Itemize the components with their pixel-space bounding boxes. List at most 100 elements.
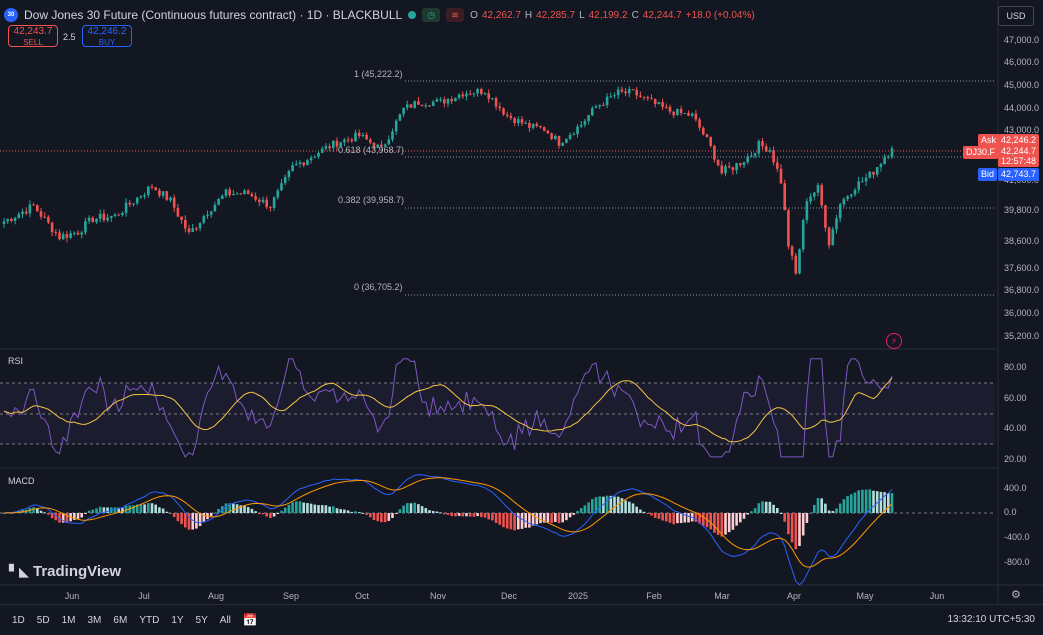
candle-body [505, 114, 509, 116]
calendar-range-icon[interactable]: 📅 [242, 613, 258, 627]
macd-histogram-bar [572, 513, 576, 515]
macd-histogram-bar [509, 513, 513, 530]
timeframe-6m[interactable]: 6M [113, 614, 128, 626]
macd-histogram-bar [191, 513, 194, 530]
timeframe-5y[interactable]: 5Y [195, 614, 208, 626]
candle-body [776, 162, 779, 169]
candle-body [128, 202, 132, 205]
timeframe-1y[interactable]: 1Y [171, 614, 184, 626]
macd-histogram-bar [761, 501, 764, 513]
ask-tag: 42,246.2 [998, 134, 1040, 147]
macd-histogram-bar [613, 496, 616, 513]
candle-body [154, 187, 157, 191]
macd-histogram-bar [609, 495, 613, 513]
candle-body [739, 163, 742, 166]
macd-histogram-bar [254, 511, 257, 513]
candle-body [69, 233, 72, 238]
macd-histogram-bar [550, 513, 553, 523]
macd-histogram-bar [202, 513, 206, 523]
timeframe-ytd[interactable]: YTD [139, 614, 160, 626]
macd-histogram-bar [850, 494, 853, 513]
macd-histogram-bar [102, 507, 106, 513]
sell-button[interactable]: 42,243.7 SELL [8, 25, 58, 47]
candle-body [420, 104, 424, 106]
candle-body [165, 191, 169, 201]
timeframe-1m[interactable]: 1M [61, 614, 76, 626]
candle-body [798, 249, 801, 274]
buy-button[interactable]: 42,246.2 BUY [82, 25, 132, 47]
macd-histogram-bar [313, 504, 317, 513]
macd-histogram-bar [169, 513, 172, 514]
candle-body [17, 214, 21, 218]
macd-histogram-bar [343, 509, 346, 513]
candle-body [531, 123, 535, 128]
macd-histogram-bar [165, 511, 169, 513]
macd-histogram-bar [324, 505, 328, 513]
timeframe-3m[interactable]: 3M [87, 614, 102, 626]
candle-body [369, 139, 372, 143]
symbol-tag: DJ30.F [963, 146, 999, 159]
candle-body [624, 91, 627, 94]
macd-histogram-bar [646, 513, 650, 514]
macd-histogram-bar [776, 507, 779, 513]
chart-svg[interactable] [0, 0, 1043, 604]
macd-histogram-bar [465, 513, 468, 517]
macd-histogram-bar [246, 507, 250, 513]
candle-body [753, 153, 757, 156]
ohlc-values: O 42,262.7 H 42,285.7 L 42,199.2 C 42,244.7 … [470, 9, 755, 21]
time-axis-label: 2025 [567, 591, 589, 601]
macd-histogram-bar [665, 513, 668, 522]
currency-selector[interactable]: USD [998, 6, 1034, 26]
symbol-title[interactable]: Dow Jones 30 Future (Continuous futures … [24, 8, 403, 22]
macd-histogram-bar [772, 504, 775, 513]
macd-histogram-bar [650, 513, 653, 516]
macd-histogram-bar [372, 513, 376, 521]
candle-body [391, 131, 394, 140]
timeframe-all[interactable]: All [219, 614, 231, 626]
tv-logo-icon: ▘◣ [9, 563, 29, 579]
flash-icon[interactable]: ⚡ [886, 333, 902, 349]
chart-area[interactable] [0, 0, 1043, 604]
clock[interactable]: 13:32:10 UTC+5:30 [947, 614, 1035, 625]
price-axis-label: 38,600.0 [1004, 236, 1040, 246]
last-price-tag: 42,244.7 12:57:48 [998, 145, 1040, 167]
macd-histogram-bar [579, 508, 583, 513]
macd-histogram-bar [287, 504, 291, 513]
wave-icon[interactable]: ≋ [446, 8, 465, 22]
rsi-ma-line [3, 377, 893, 443]
macd-histogram-bar [317, 505, 320, 513]
macd-histogram-bar [124, 505, 128, 513]
settings-icon[interactable]: ⚙ [1011, 589, 1021, 601]
macd-histogram-bar [461, 513, 465, 517]
candle-body [661, 102, 664, 107]
macd-axis-label: -800.0 [1004, 557, 1030, 567]
candle-body [317, 152, 320, 157]
timeframe-5d[interactable]: 5D [36, 614, 50, 626]
candle-body [402, 107, 405, 115]
candle-body [298, 162, 302, 164]
macd-histogram-bar [702, 513, 705, 526]
candle-body [491, 98, 494, 100]
candle-body [705, 134, 709, 138]
candle-body [187, 228, 191, 232]
timeframe-1d[interactable]: 1D [12, 614, 25, 626]
sell-label: SELL [23, 38, 43, 47]
macd-histogram-bar [879, 491, 883, 513]
candle-body [835, 218, 838, 230]
macd-histogram-bar [757, 503, 761, 513]
candle-body [498, 106, 502, 109]
macd-histogram-bar [339, 509, 342, 513]
candle-body [313, 156, 317, 158]
macd-histogram-bar [150, 503, 154, 513]
time-axis-label: May [856, 591, 874, 601]
macd-histogram-bar [158, 507, 161, 513]
candle-body [568, 134, 572, 139]
candle-body [783, 183, 786, 211]
candle-body [428, 105, 431, 107]
alert-icon[interactable]: ◷ [422, 8, 441, 22]
macd-histogram-bar [498, 513, 502, 525]
candle-body [228, 189, 231, 196]
candle-body [320, 148, 324, 153]
macd-histogram-bar [450, 513, 453, 517]
candle-body [217, 198, 220, 205]
